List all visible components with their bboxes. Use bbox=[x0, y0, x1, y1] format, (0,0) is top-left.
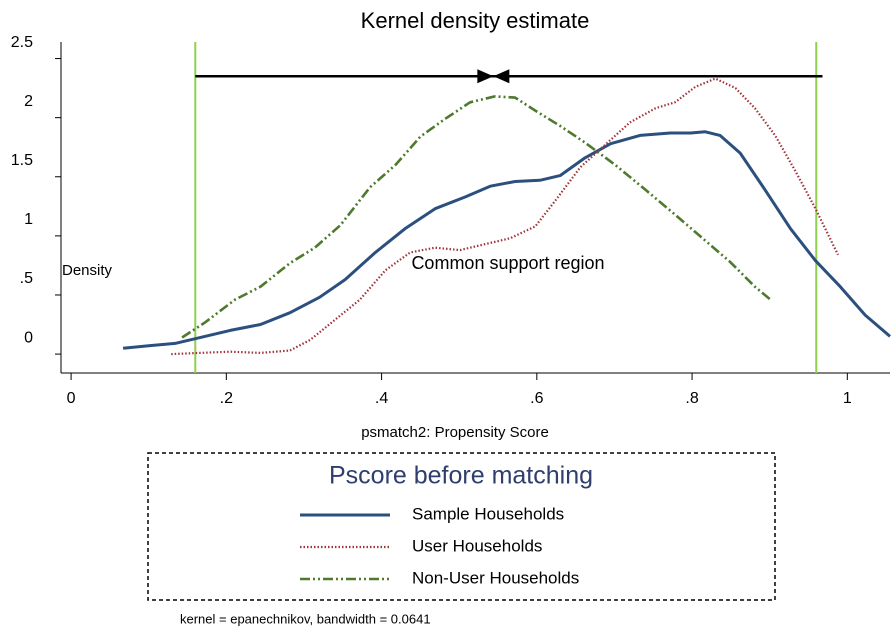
legend-label: Non-User Households bbox=[412, 568, 579, 587]
legend-label: Sample Households bbox=[412, 504, 564, 523]
x-tick-label: .6 bbox=[530, 390, 543, 407]
y-tick-label: 1.5 bbox=[11, 152, 33, 169]
density-line bbox=[181, 95, 773, 339]
legend-box bbox=[147, 452, 776, 601]
legend-label: User Households bbox=[412, 536, 542, 555]
density-line bbox=[171, 77, 839, 356]
y-tick-label: .5 bbox=[20, 270, 33, 287]
y-axis-label: Density bbox=[62, 262, 113, 279]
chart-title: Kernel density estimate bbox=[361, 8, 590, 33]
y-tick-label: 1 bbox=[24, 211, 33, 228]
density-line bbox=[122, 130, 891, 350]
x-tick-label: 0 bbox=[67, 390, 76, 407]
y-tick-label: 0 bbox=[24, 329, 33, 346]
x-tick-label: .2 bbox=[220, 390, 233, 407]
arrow-head bbox=[477, 69, 494, 84]
note: kernel = epanechnikov, bandwidth = 0.064… bbox=[180, 611, 431, 626]
legend-title: Pscore before matching bbox=[329, 462, 593, 490]
x-axis-label: psmatch2: Propensity Score bbox=[361, 424, 549, 441]
y-tick-label: 2 bbox=[24, 93, 33, 110]
x-tick-label: .8 bbox=[685, 390, 698, 407]
arrow-head bbox=[493, 69, 510, 84]
x-tick-label: 1 bbox=[843, 390, 852, 407]
y-tick-label: 2.5 bbox=[11, 34, 33, 51]
x-tick-label: .4 bbox=[375, 390, 388, 407]
annotation: Common support region bbox=[411, 253, 604, 273]
